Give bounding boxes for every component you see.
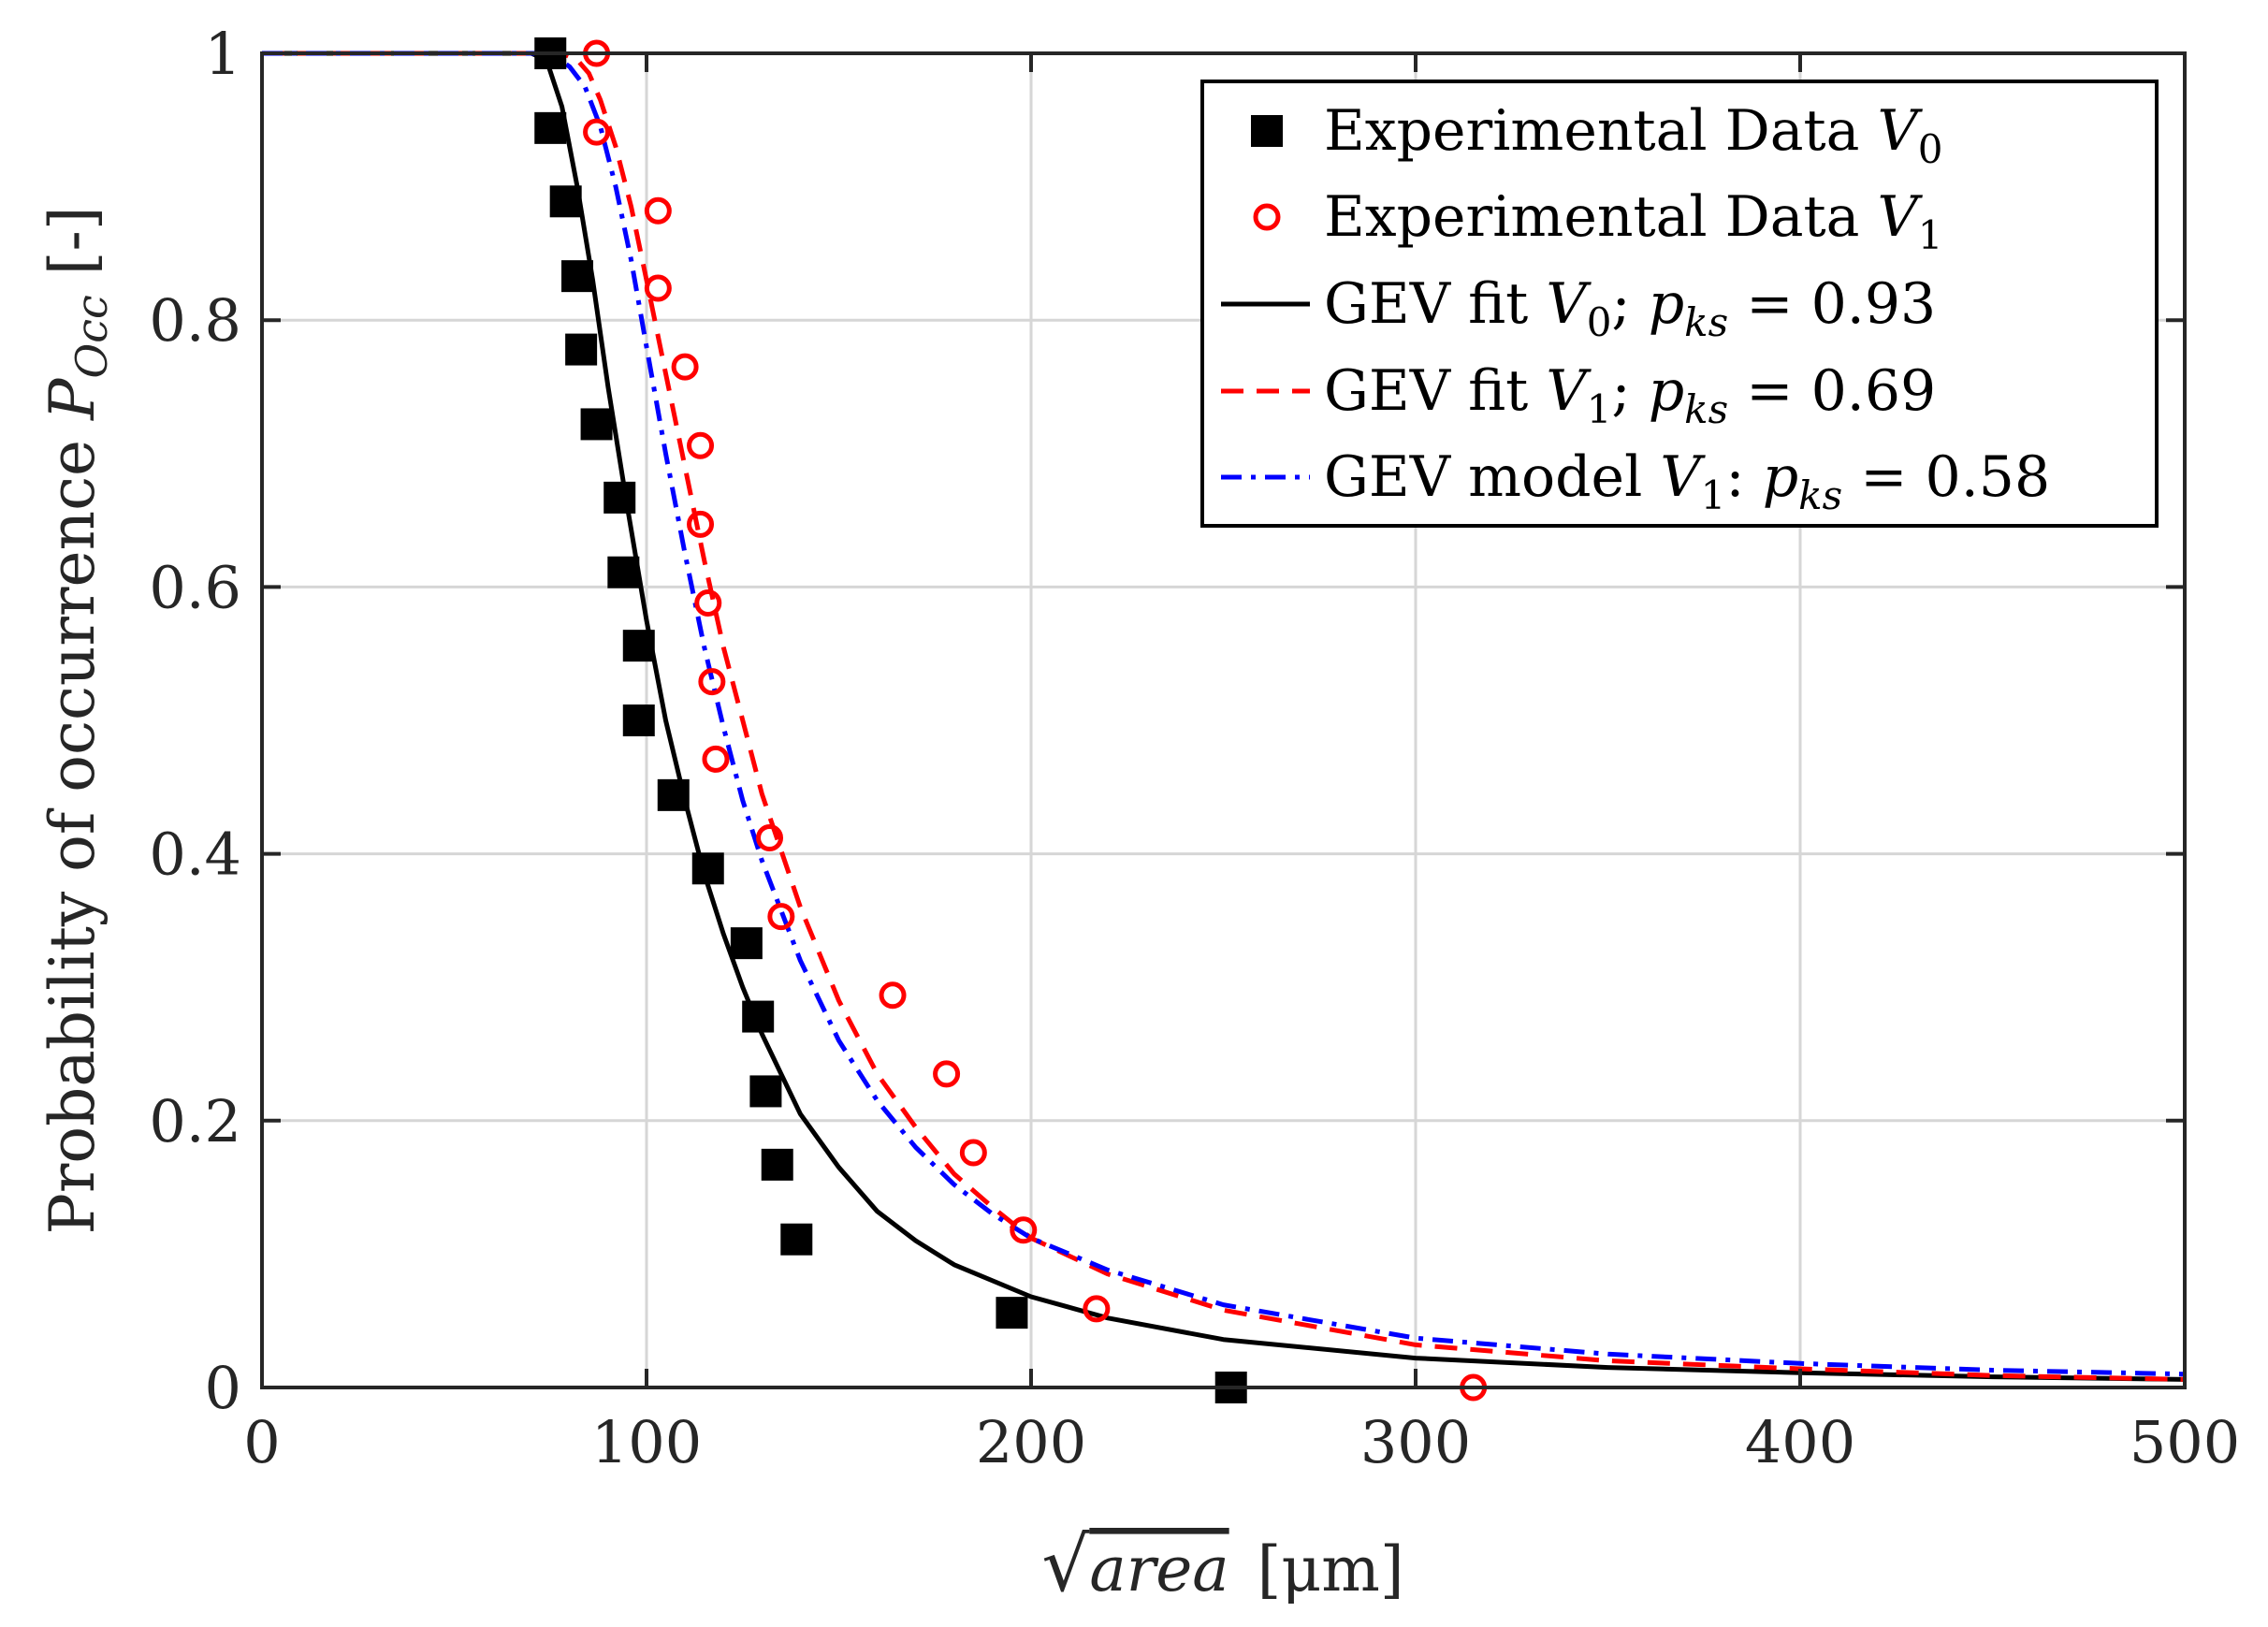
data-point-v0 (780, 1223, 813, 1256)
legend-box (1200, 80, 2159, 528)
legend-label: Experimental Data V1 (1324, 184, 1943, 258)
data-point-v0 (580, 408, 613, 441)
legend: Experimental Data V0 Experimental Data V1… (1200, 80, 2159, 528)
data-point-v0 (565, 333, 598, 366)
x-tick-labels: 0 100 200 300 400 500 (243, 1408, 2240, 1476)
data-point-v1 (1083, 1295, 1111, 1323)
data-point-v0 (607, 556, 640, 588)
data-point-v1 (687, 431, 715, 459)
data-point-v1 (644, 196, 672, 225)
data-point-v0 (996, 1297, 1028, 1329)
legend-entry-2: GEV fit V0; pks = 0.93 (1221, 271, 1936, 345)
legend-label: Experimental Data V0 (1324, 98, 1943, 172)
data-point-v0 (730, 927, 763, 960)
legend-label: GEV model V1: pks = 0.58 (1324, 444, 2050, 518)
data-point-v1 (702, 745, 730, 773)
y-tick-label: 0.8 (149, 286, 241, 355)
data-point-v0 (603, 481, 636, 514)
data-point-v1 (933, 1060, 961, 1088)
data-point-v0 (749, 1075, 782, 1108)
x-tick-label: 200 (976, 1408, 1086, 1476)
data-point-v1 (671, 353, 699, 381)
legend-entry-3: GEV fit V1; pks = 0.69 (1221, 358, 1936, 432)
y-axis-label: Probability of occurrence POcc [-] (36, 206, 117, 1234)
legend-entry-0: Experimental Data V0 (1251, 98, 1943, 172)
data-point-v1 (694, 589, 722, 617)
plot-frame (260, 51, 2187, 1389)
data-point-v1 (583, 118, 611, 146)
y-tick-label: 0.6 (149, 553, 241, 621)
legend-label: GEV fit V1; pks = 0.69 (1324, 358, 1936, 432)
legend-swatch (1253, 203, 1281, 231)
data-point-v1 (959, 1139, 987, 1167)
data-point-v0 (761, 1148, 793, 1181)
y-axis-label-symbol: P (36, 377, 109, 421)
y-axis-label-unit: [-] (36, 206, 109, 295)
x-tick-label: 400 (1745, 1408, 1855, 1476)
data-point-v1 (756, 823, 784, 851)
data-point-v0 (657, 778, 690, 811)
data-point-v0 (622, 630, 655, 662)
data-point-v0 (549, 185, 582, 218)
y-tick-label: 1 (205, 20, 241, 88)
tick-marks (260, 51, 2187, 1389)
data-point-v0 (742, 1000, 775, 1033)
data-point-v1 (1010, 1216, 1038, 1244)
data-point-v0 (534, 111, 567, 144)
x-axis-label-unit: [μm] (1258, 1533, 1404, 1605)
series-line-4 (262, 51, 2186, 1377)
data-point-v0 (622, 705, 655, 736)
data-point-v1 (698, 668, 726, 696)
data-point-v0 (561, 260, 594, 293)
legend-entry-1: Experimental Data V1 (1253, 184, 1943, 258)
data-point-v1 (644, 274, 672, 302)
data-point-v0 (691, 852, 724, 885)
data-point-v1 (767, 903, 795, 931)
data-point-v1 (879, 981, 907, 1010)
data-point-v1 (687, 510, 715, 538)
x-axis-label-var: area (1089, 1533, 1228, 1605)
legend-label: GEV fit V0; pks = 0.93 (1324, 271, 1936, 345)
y-tick-label: 0.2 (149, 1087, 241, 1155)
y-tick-label: 0 (205, 1354, 241, 1422)
x-tick-label: 100 (591, 1408, 702, 1476)
legend-entry-4: GEV model V1: pks = 0.58 (1221, 444, 2050, 518)
x-tick-label: 500 (2130, 1408, 2240, 1476)
x-tick-label: 300 (1360, 1408, 1471, 1476)
x-tick-label: 0 (243, 1408, 280, 1476)
legend-swatch (1251, 115, 1283, 147)
y-tick-label: 0.4 (149, 821, 241, 889)
x-axis-label: √area [μm] (1041, 1521, 1403, 1608)
y-axis-label-text: Probability of occurrence (36, 420, 109, 1235)
y-axis-label-subscript: Occ (66, 295, 117, 378)
y-tick-labels: 0 0.2 0.4 0.6 0.8 1 (149, 20, 241, 1422)
x-axis-label-root: √ (1041, 1521, 1089, 1608)
